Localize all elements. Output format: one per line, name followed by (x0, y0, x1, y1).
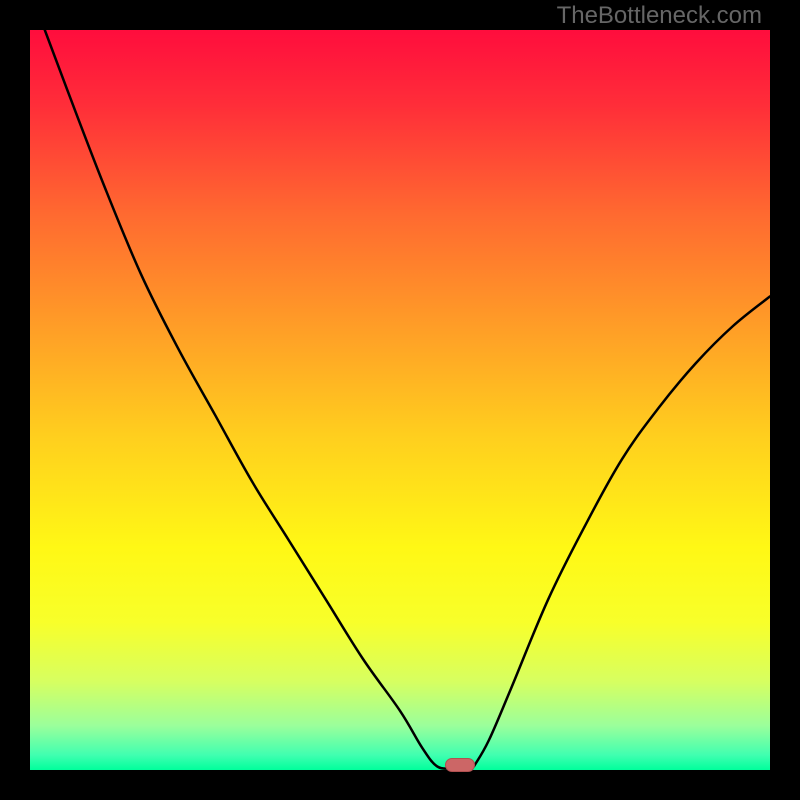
chart-container: TheBottleneck.com (0, 0, 800, 800)
watermark-text: TheBottleneck.com (557, 2, 762, 30)
plot-area (30, 30, 770, 770)
optimal-marker (445, 758, 475, 772)
bottleneck-curve (30, 30, 770, 770)
